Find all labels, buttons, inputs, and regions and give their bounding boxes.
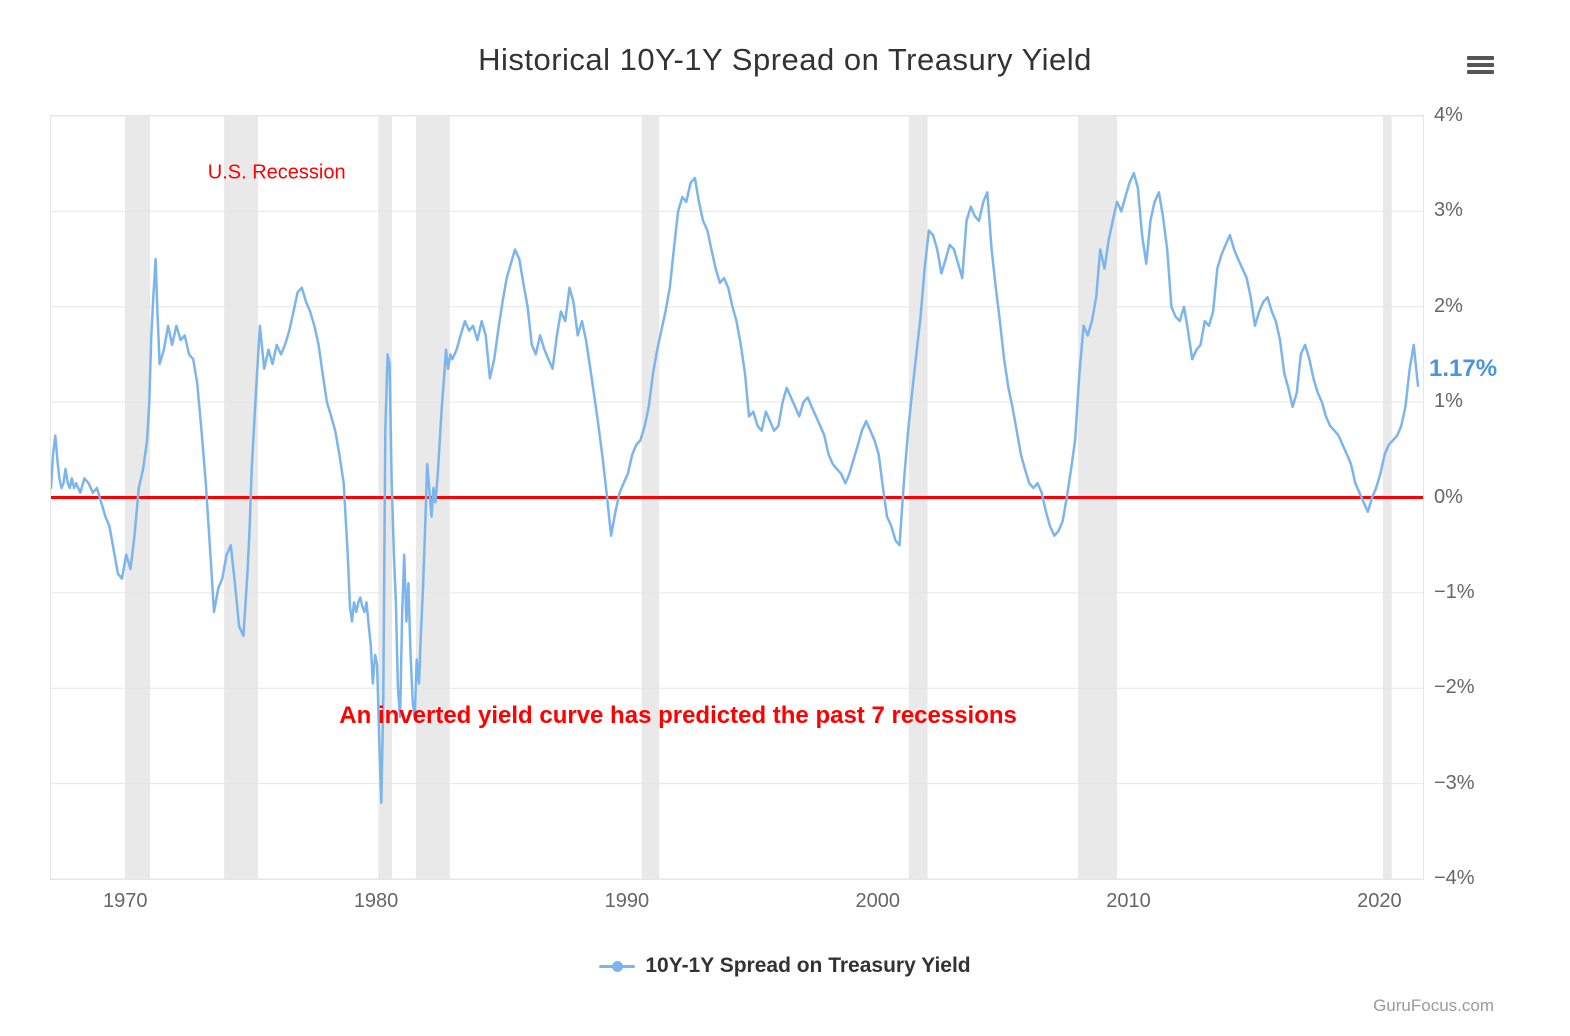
y-axis-label: 2% bbox=[1434, 294, 1463, 317]
plot-area[interactable]: U.S. Recession An inverted yield curve ha… bbox=[50, 115, 1424, 880]
series-line[interactable] bbox=[51, 171, 1420, 804]
legend-label: 10Y-1Y Spread on Treasury Yield bbox=[645, 954, 971, 977]
y-axis-label: −3% bbox=[1434, 771, 1475, 794]
legend-series-marker-icon bbox=[599, 960, 636, 972]
watermark: GuruFocus.com bbox=[1373, 996, 1494, 1015]
legend-item[interactable]: 10Y-1Y Spread on Treasury Yield bbox=[0, 950, 1570, 982]
x-axis-label: 1990 bbox=[604, 890, 650, 912]
y-axis-label: −2% bbox=[1434, 676, 1475, 699]
y-axis-label: 4% bbox=[1434, 104, 1463, 126]
chart-context-menu-button[interactable] bbox=[1467, 56, 1494, 78]
x-axis-label: 2010 bbox=[1106, 890, 1151, 912]
x-axis-label: 2020 bbox=[1357, 890, 1402, 912]
chart-title: Historical 10Y-1Y Spread on Treasury Yie… bbox=[478, 42, 1092, 77]
y-axis-label: −1% bbox=[1434, 580, 1475, 603]
x-axis-label: 2000 bbox=[855, 890, 900, 912]
y-axis-label: 0% bbox=[1434, 485, 1463, 508]
chart-annotation: U.S. Recession bbox=[208, 161, 346, 183]
current-value-label: 1.17% bbox=[1429, 354, 1498, 382]
y-axis-label: −4% bbox=[1434, 867, 1475, 889]
hamburger-icon bbox=[1467, 56, 1494, 74]
x-axis-label: 1970 bbox=[102, 890, 148, 912]
y-axis-label: 1% bbox=[1434, 390, 1463, 413]
x-axis-label: 1980 bbox=[353, 890, 399, 912]
chart-annotation: An inverted yield curve has predicted th… bbox=[339, 702, 1017, 729]
y-axis-label: 3% bbox=[1434, 199, 1463, 222]
